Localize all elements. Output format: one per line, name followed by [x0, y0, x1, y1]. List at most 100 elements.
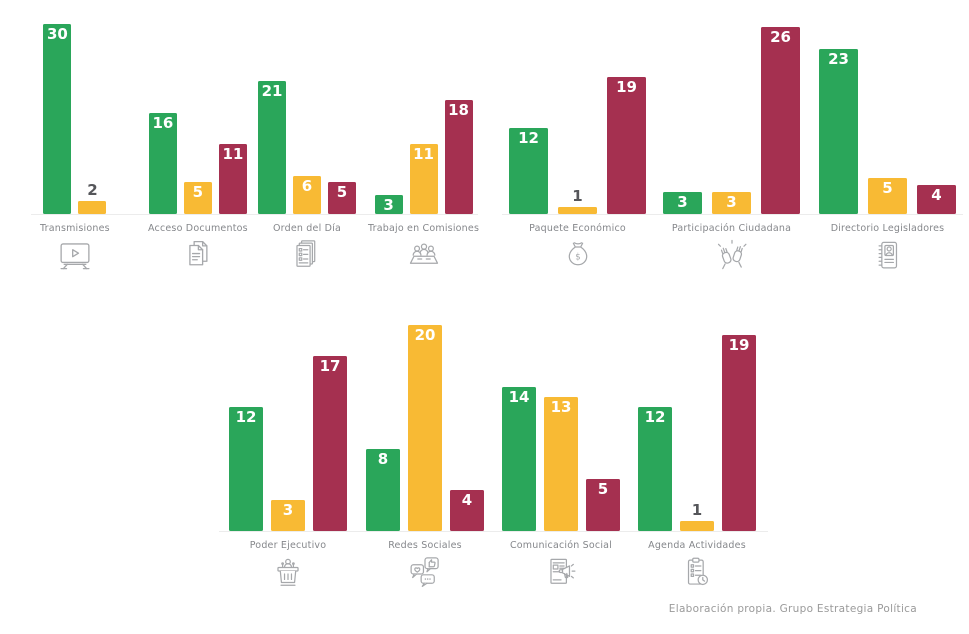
- category-label: Transmisiones: [40, 223, 110, 234]
- bar-value-label: 4: [461, 491, 473, 509]
- document-stack-icon: [282, 237, 332, 274]
- bar-maroon: 17: [313, 356, 347, 531]
- bar-amber: 20: [408, 325, 442, 531]
- bar-value-label: 5: [882, 179, 893, 197]
- bar-value-label: 3: [282, 501, 294, 519]
- bar-value-label: 5: [336, 183, 348, 201]
- bar-value-label: 13: [550, 398, 572, 416]
- bar-value-label: 12: [644, 408, 666, 426]
- bars: 16 5 11: [148, 24, 247, 214]
- chat-bubbles-icon: [400, 554, 450, 591]
- category-label: Comunicación Social: [509, 540, 613, 551]
- bar-value-label: 30: [46, 25, 68, 43]
- category-label: Paquete Económico: [529, 223, 626, 234]
- bar-maroon: 18: [444, 100, 473, 214]
- category-label: Participación Ciudadana: [671, 223, 792, 234]
- bar-amber: 5: [868, 178, 907, 214]
- grouped-bar-chart-bottom: 12 3 17 Poder Ejecutivo 8 20 4 Redes Sociales 14…: [219, 325, 768, 606]
- grouped-bar-chart-top-right: 12 1 19 Paquete Económico 3 3 26 Participación …: [502, 27, 963, 289]
- bar-maroon: 19: [722, 335, 756, 531]
- bar-amber: 6: [293, 176, 321, 214]
- bar-amber: 5: [183, 182, 212, 214]
- bar-green: 23: [819, 49, 858, 214]
- bar-green: 3: [663, 192, 702, 214]
- bar-value-label: 23: [828, 50, 849, 68]
- bar-group-participacion-ciudadana: 3 3 26 Participación Ciudadana: [663, 27, 800, 274]
- bar-maroon: 26: [761, 27, 800, 214]
- bar-green: 12: [509, 128, 548, 214]
- category-label: Orden del Día: [272, 223, 342, 234]
- bars: 12 1 19: [509, 27, 646, 214]
- bar-amber: 1: [680, 501, 714, 531]
- bar-group-paquete-economico: 12 1 19 Paquete Económico: [509, 27, 646, 274]
- bars: 12 1 19: [638, 325, 756, 531]
- bar-green: 16: [148, 113, 177, 214]
- bar-value-label: 20: [414, 326, 436, 344]
- bar-green: 21: [258, 81, 286, 214]
- bar-value-label: 19: [728, 336, 750, 354]
- bars: 3 11 18: [374, 24, 473, 214]
- bar-group-directorio-legisladores: 23 5 4 Directorio Legisladores: [819, 27, 956, 274]
- bars: 14 13 5: [502, 325, 620, 531]
- category-label: Directorio Legisladores: [830, 223, 945, 234]
- bar-value-label: 17: [319, 357, 341, 375]
- bar-value-label: 14: [508, 388, 530, 406]
- category-label: Agenda Actividades: [648, 540, 746, 551]
- bar-value-label: 3: [383, 196, 394, 214]
- bar-green: 3: [374, 195, 403, 214]
- bar-maroon: 4: [450, 490, 484, 531]
- bars: 21 6 5: [258, 24, 356, 214]
- bar-amber: 13: [544, 397, 578, 531]
- x-axis-line: [219, 531, 768, 532]
- bar-value-label: 11: [222, 145, 244, 163]
- bar-value-label: 8: [377, 450, 389, 468]
- bar-amber: 11: [409, 144, 438, 214]
- x-axis-line: [31, 214, 478, 215]
- bar-value-label: 21: [261, 82, 283, 100]
- bar-value-label: 3: [677, 193, 688, 211]
- bar-amber: 3: [271, 500, 305, 531]
- bar-value-label: 19: [616, 78, 637, 96]
- bar-value-label: 2: [87, 180, 98, 199]
- bar-value-label: 1: [691, 500, 703, 519]
- raised-hands-icon: [707, 237, 757, 274]
- bar-group-trabajo-en-comisiones: 3 11 18 Trabajo en Comisiones: [368, 24, 479, 274]
- category-label: Acceso Documentos: [148, 223, 248, 234]
- bar-value-label: 6: [301, 177, 313, 195]
- documents-icon: [173, 237, 223, 274]
- bar-value-label: 12: [235, 408, 257, 426]
- bar-group-comunicacion-social: 14 13 5 Comunicación Social: [502, 325, 620, 591]
- money-bag-icon: [553, 237, 603, 274]
- bars: 3 3 26: [663, 27, 800, 214]
- bar-green: 8: [366, 449, 400, 531]
- category-label: Trabajo en Comisiones: [368, 223, 480, 234]
- bar-value-label: 3: [726, 193, 737, 211]
- bar-green: 12: [638, 407, 672, 531]
- bar-maroon: 11: [218, 144, 247, 214]
- bar-group-orden-del-dia: 21 6 5 Orden del Día: [258, 24, 356, 274]
- bar-amber: 2: [78, 181, 107, 214]
- bar-maroon: 19: [607, 77, 646, 214]
- category-label: Redes Sociales: [388, 540, 462, 551]
- bars: 12 3 17: [229, 325, 347, 531]
- category-label: Poder Ejecutivo: [249, 540, 327, 551]
- bar-maroon: 5: [586, 479, 620, 531]
- committee-meeting-icon: [399, 237, 449, 274]
- podium-speaker-icon: [263, 554, 313, 591]
- bars: 30 2: [43, 24, 107, 214]
- bar-amber: 3: [712, 192, 751, 214]
- bar-group-poder-ejecutivo: 12 3 17 Poder Ejecutivo: [229, 325, 347, 591]
- bar-maroon: 5: [328, 182, 356, 214]
- bar-green: 14: [502, 387, 536, 531]
- bar-amber: 1: [558, 187, 597, 214]
- x-axis-line: [502, 214, 963, 215]
- bar-group-agenda-actividades: 12 1 19 Agenda Actividades: [638, 325, 756, 591]
- bar-value-label: 1: [572, 186, 583, 205]
- credit-text: Elaboración propia. Grupo Estrategia Pol…: [668, 603, 917, 615]
- bar-value-label: 16: [152, 114, 174, 132]
- clipboard-clock-icon: [672, 554, 722, 591]
- bars: 23 5 4: [819, 27, 956, 214]
- bar-green: 30: [43, 24, 72, 214]
- bars: 8 20 4: [366, 325, 484, 531]
